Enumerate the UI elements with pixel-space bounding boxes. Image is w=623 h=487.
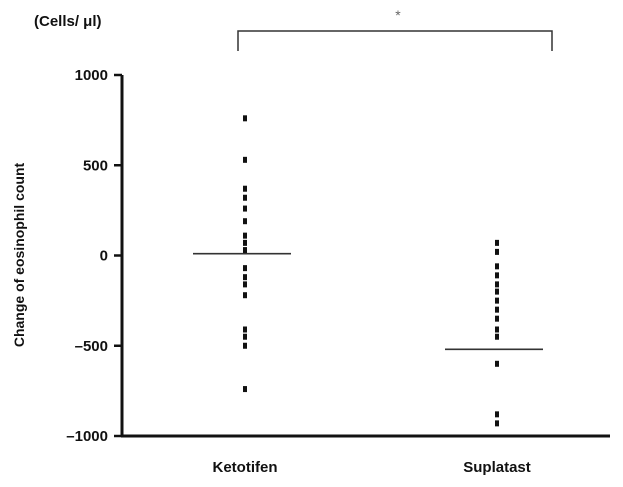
data-point xyxy=(495,248,499,255)
data-point xyxy=(243,386,247,393)
data-point xyxy=(495,420,499,427)
data-point xyxy=(243,232,247,239)
median-lines xyxy=(193,252,543,351)
y-tick-label: –1000 xyxy=(66,428,108,445)
y-tick-label: 1000 xyxy=(75,67,108,84)
bracket-line xyxy=(237,30,553,51)
data-point xyxy=(243,265,247,272)
significance-bracket: * xyxy=(237,7,553,51)
data-point xyxy=(495,411,499,418)
data-point xyxy=(495,360,499,367)
data-point xyxy=(495,326,499,333)
axes xyxy=(120,75,610,438)
data-point xyxy=(243,115,247,122)
y-axis-title: Change of eosinophil count xyxy=(11,163,27,348)
data-point xyxy=(243,333,247,340)
unit-label: (Cells/ μl) xyxy=(34,13,102,30)
data-point xyxy=(495,281,499,288)
y-tick-label: –500 xyxy=(75,338,108,355)
data-point xyxy=(243,156,247,163)
data-point xyxy=(243,281,247,288)
data-point xyxy=(243,326,247,333)
data-point xyxy=(243,247,247,254)
data-point xyxy=(495,263,499,270)
data-point xyxy=(243,185,247,192)
y-tick-label: 500 xyxy=(83,157,108,174)
data-point xyxy=(495,333,499,340)
data-point xyxy=(243,342,247,349)
x-category-label: Ketotifen xyxy=(213,459,278,476)
data-point xyxy=(243,292,247,299)
data-point xyxy=(243,205,247,212)
data-point xyxy=(495,297,499,304)
y-tick-label: 0 xyxy=(100,248,108,265)
y-ticks: 1000 500 0 –500 –1000 Ketotifen Suplatast xyxy=(66,67,530,476)
x-category-label: Suplatast xyxy=(463,459,531,476)
data-point xyxy=(243,218,247,225)
data-point xyxy=(495,306,499,313)
data-point xyxy=(495,288,499,295)
data-point xyxy=(495,315,499,322)
data-point xyxy=(243,194,247,201)
data-point xyxy=(243,239,247,246)
data-point xyxy=(495,239,499,246)
significance-label: * xyxy=(395,7,401,23)
data-point xyxy=(495,272,499,279)
data-points xyxy=(243,115,499,427)
data-point xyxy=(243,274,247,281)
